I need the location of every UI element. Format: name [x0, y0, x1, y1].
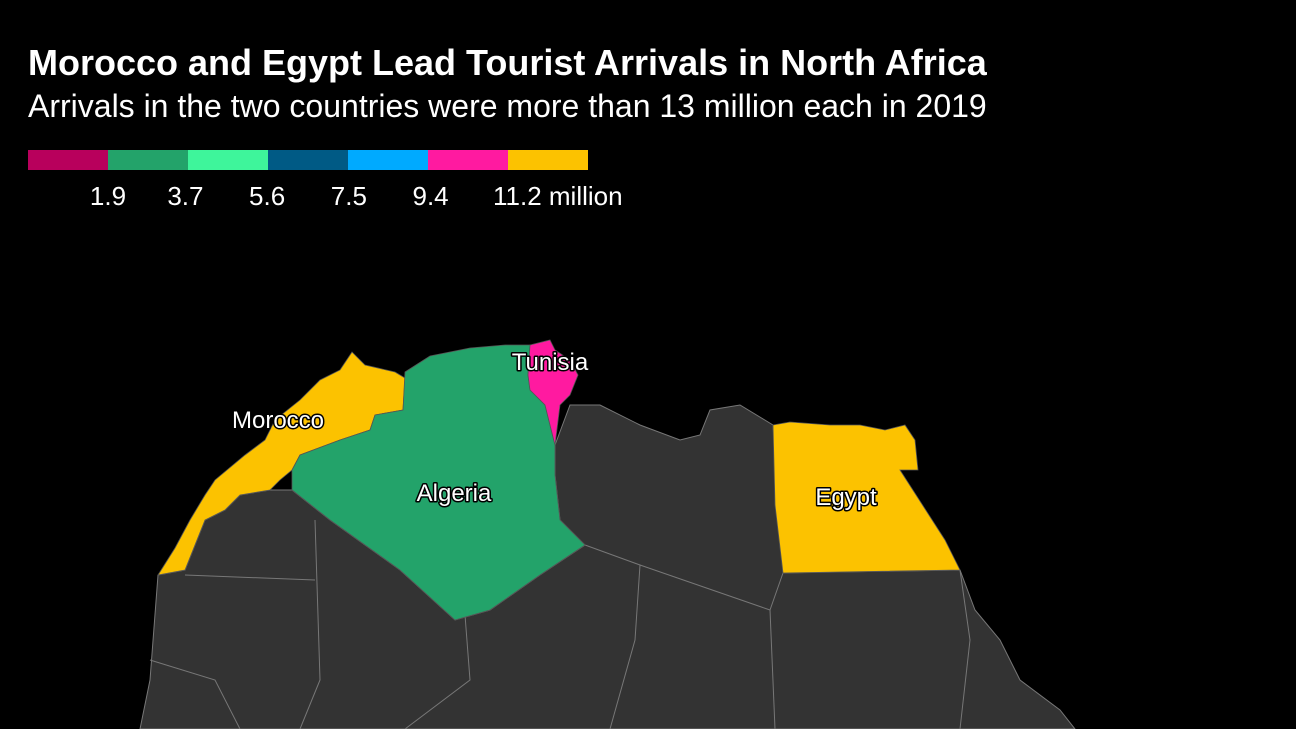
country-egypt [772, 421, 961, 574]
legend-swatch [268, 150, 348, 170]
subtitle: Arrivals in the two countries were more … [28, 88, 987, 124]
legend-tick-label: 5.6 [249, 181, 285, 211]
legend-tick-label: 9.4 [413, 181, 449, 211]
country-label: Algeria [417, 480, 492, 507]
legend-tick-label: 1.9 [90, 181, 126, 211]
country-borders [149, 519, 971, 729]
legend-tick-label: 3.7 [167, 181, 203, 211]
legend-swatch [188, 150, 268, 170]
legend-tick-label: 7.5 [331, 181, 367, 211]
legend-swatch [28, 150, 108, 170]
legend-swatch [508, 150, 588, 170]
country-label: Morocco [232, 407, 324, 434]
country-label: Tunisia [512, 349, 589, 376]
legend-swatch [348, 150, 428, 170]
legend-swatch [108, 150, 188, 170]
legend-swatch [428, 150, 508, 170]
country-label: Egypt [815, 484, 877, 511]
legend: 1.9 3.7 5.6 7.5 9.4 11.2 million [28, 150, 623, 211]
legend-tick-label: 11.2 million [493, 181, 623, 211]
country-tunisia [527, 339, 579, 446]
title: Morocco and Egypt Lead Tourist Arrivals … [28, 42, 988, 83]
